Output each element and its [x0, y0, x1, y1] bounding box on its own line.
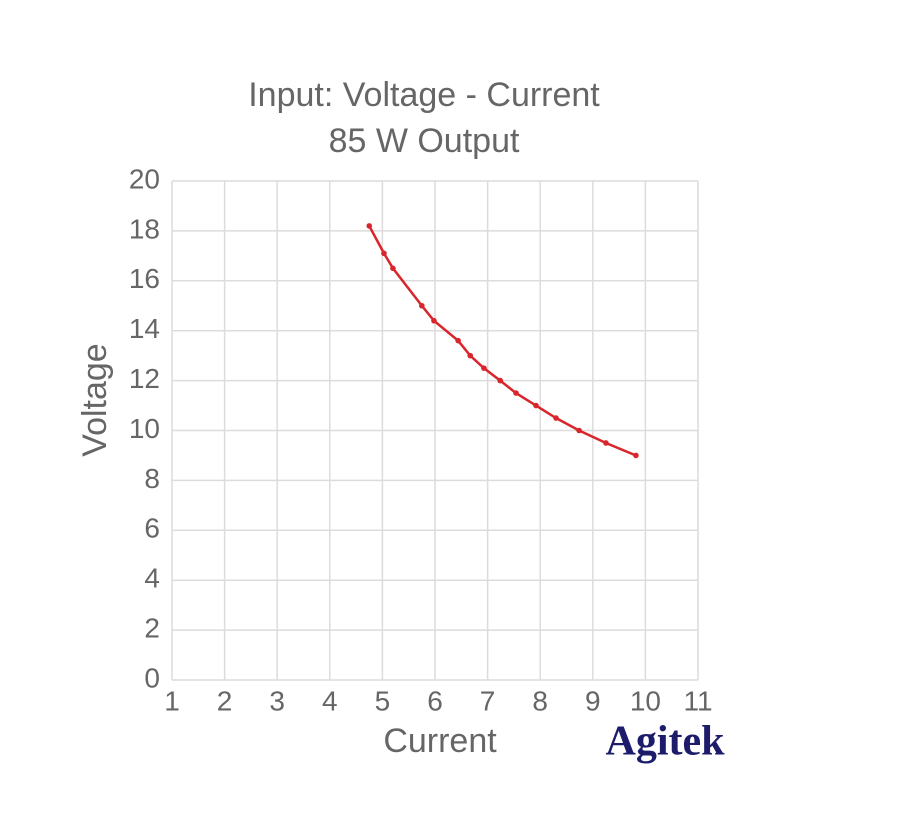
x-tick-label: 5: [375, 685, 391, 716]
chart-title: Input: Voltage - Current: [248, 76, 600, 114]
watermark: Agitek: [606, 719, 726, 765]
x-tick-label: 8: [532, 685, 548, 716]
data-point: [633, 452, 639, 459]
data-point: [497, 377, 504, 384]
data-point: [467, 352, 474, 359]
data-point: [390, 265, 396, 272]
x-tick-label: 7: [480, 685, 496, 716]
y-tick-label: 10: [129, 413, 160, 444]
data-point: [455, 337, 461, 344]
x-tick-label: 10: [630, 685, 661, 716]
y-tick-label: 12: [129, 363, 160, 394]
data-point: [366, 223, 373, 229]
data-point: [419, 302, 425, 309]
data-point: [553, 415, 559, 421]
y-tick-label: 0: [144, 662, 160, 693]
data-line: [368, 225, 637, 457]
y-tick-label: 2: [144, 612, 160, 643]
x-tick-label: 11: [683, 685, 712, 716]
y-tick-label: 8: [144, 463, 160, 494]
x-tick-label: 2: [217, 685, 233, 716]
data-point: [603, 440, 609, 446]
y-axis-label: Voltage: [76, 343, 114, 456]
y-tick-label: 16: [129, 263, 160, 294]
y-tick-label: 6: [144, 513, 160, 544]
x-tick-label: 6: [427, 685, 443, 716]
y-tick-label: 4: [144, 563, 160, 594]
y-tick-label: 18: [129, 213, 160, 244]
data-point: [431, 317, 437, 324]
x-tick-label: 3: [269, 685, 285, 716]
data-point: [576, 427, 582, 434]
x-tick-label: 4: [322, 685, 338, 716]
x-tick-label: 9: [585, 685, 601, 716]
x-axis-label: Current: [383, 722, 497, 760]
y-tick-label: 20: [129, 163, 160, 194]
data-point: [381, 250, 387, 257]
data-point: [533, 402, 539, 409]
data-point: [481, 365, 487, 371]
data-point: [513, 390, 519, 396]
y-tick-label: 14: [129, 313, 160, 344]
chart-subtitle: 85 W Output: [329, 122, 520, 160]
x-tick-label: 1: [164, 685, 180, 716]
